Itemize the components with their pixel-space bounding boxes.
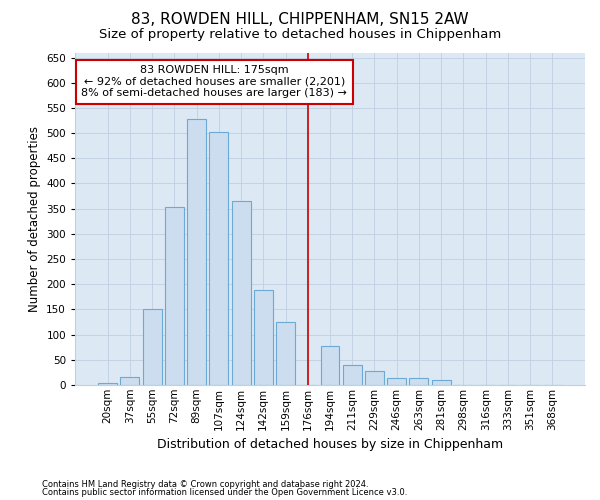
Bar <box>209 132 228 385</box>
Bar <box>254 290 273 385</box>
Bar <box>432 380 451 385</box>
Text: 83, ROWDEN HILL, CHIPPENHAM, SN15 2AW: 83, ROWDEN HILL, CHIPPENHAM, SN15 2AW <box>131 12 469 26</box>
Bar <box>387 378 406 385</box>
Bar <box>343 365 362 385</box>
Y-axis label: Number of detached properties: Number of detached properties <box>28 126 41 312</box>
Bar <box>276 322 295 385</box>
Bar <box>409 378 428 385</box>
Bar <box>98 384 117 385</box>
Bar <box>320 346 340 385</box>
Bar <box>232 201 251 385</box>
Bar <box>143 310 161 385</box>
Bar <box>165 207 184 385</box>
Text: Size of property relative to detached houses in Chippenham: Size of property relative to detached ho… <box>99 28 501 41</box>
Text: Contains public sector information licensed under the Open Government Licence v3: Contains public sector information licen… <box>42 488 407 497</box>
Text: Contains HM Land Registry data © Crown copyright and database right 2024.: Contains HM Land Registry data © Crown c… <box>42 480 368 489</box>
Bar <box>365 371 384 385</box>
Text: 83 ROWDEN HILL: 175sqm
← 92% of detached houses are smaller (2,201)
8% of semi-d: 83 ROWDEN HILL: 175sqm ← 92% of detached… <box>82 65 347 98</box>
Bar <box>187 119 206 385</box>
Bar <box>121 378 139 385</box>
X-axis label: Distribution of detached houses by size in Chippenham: Distribution of detached houses by size … <box>157 438 503 451</box>
